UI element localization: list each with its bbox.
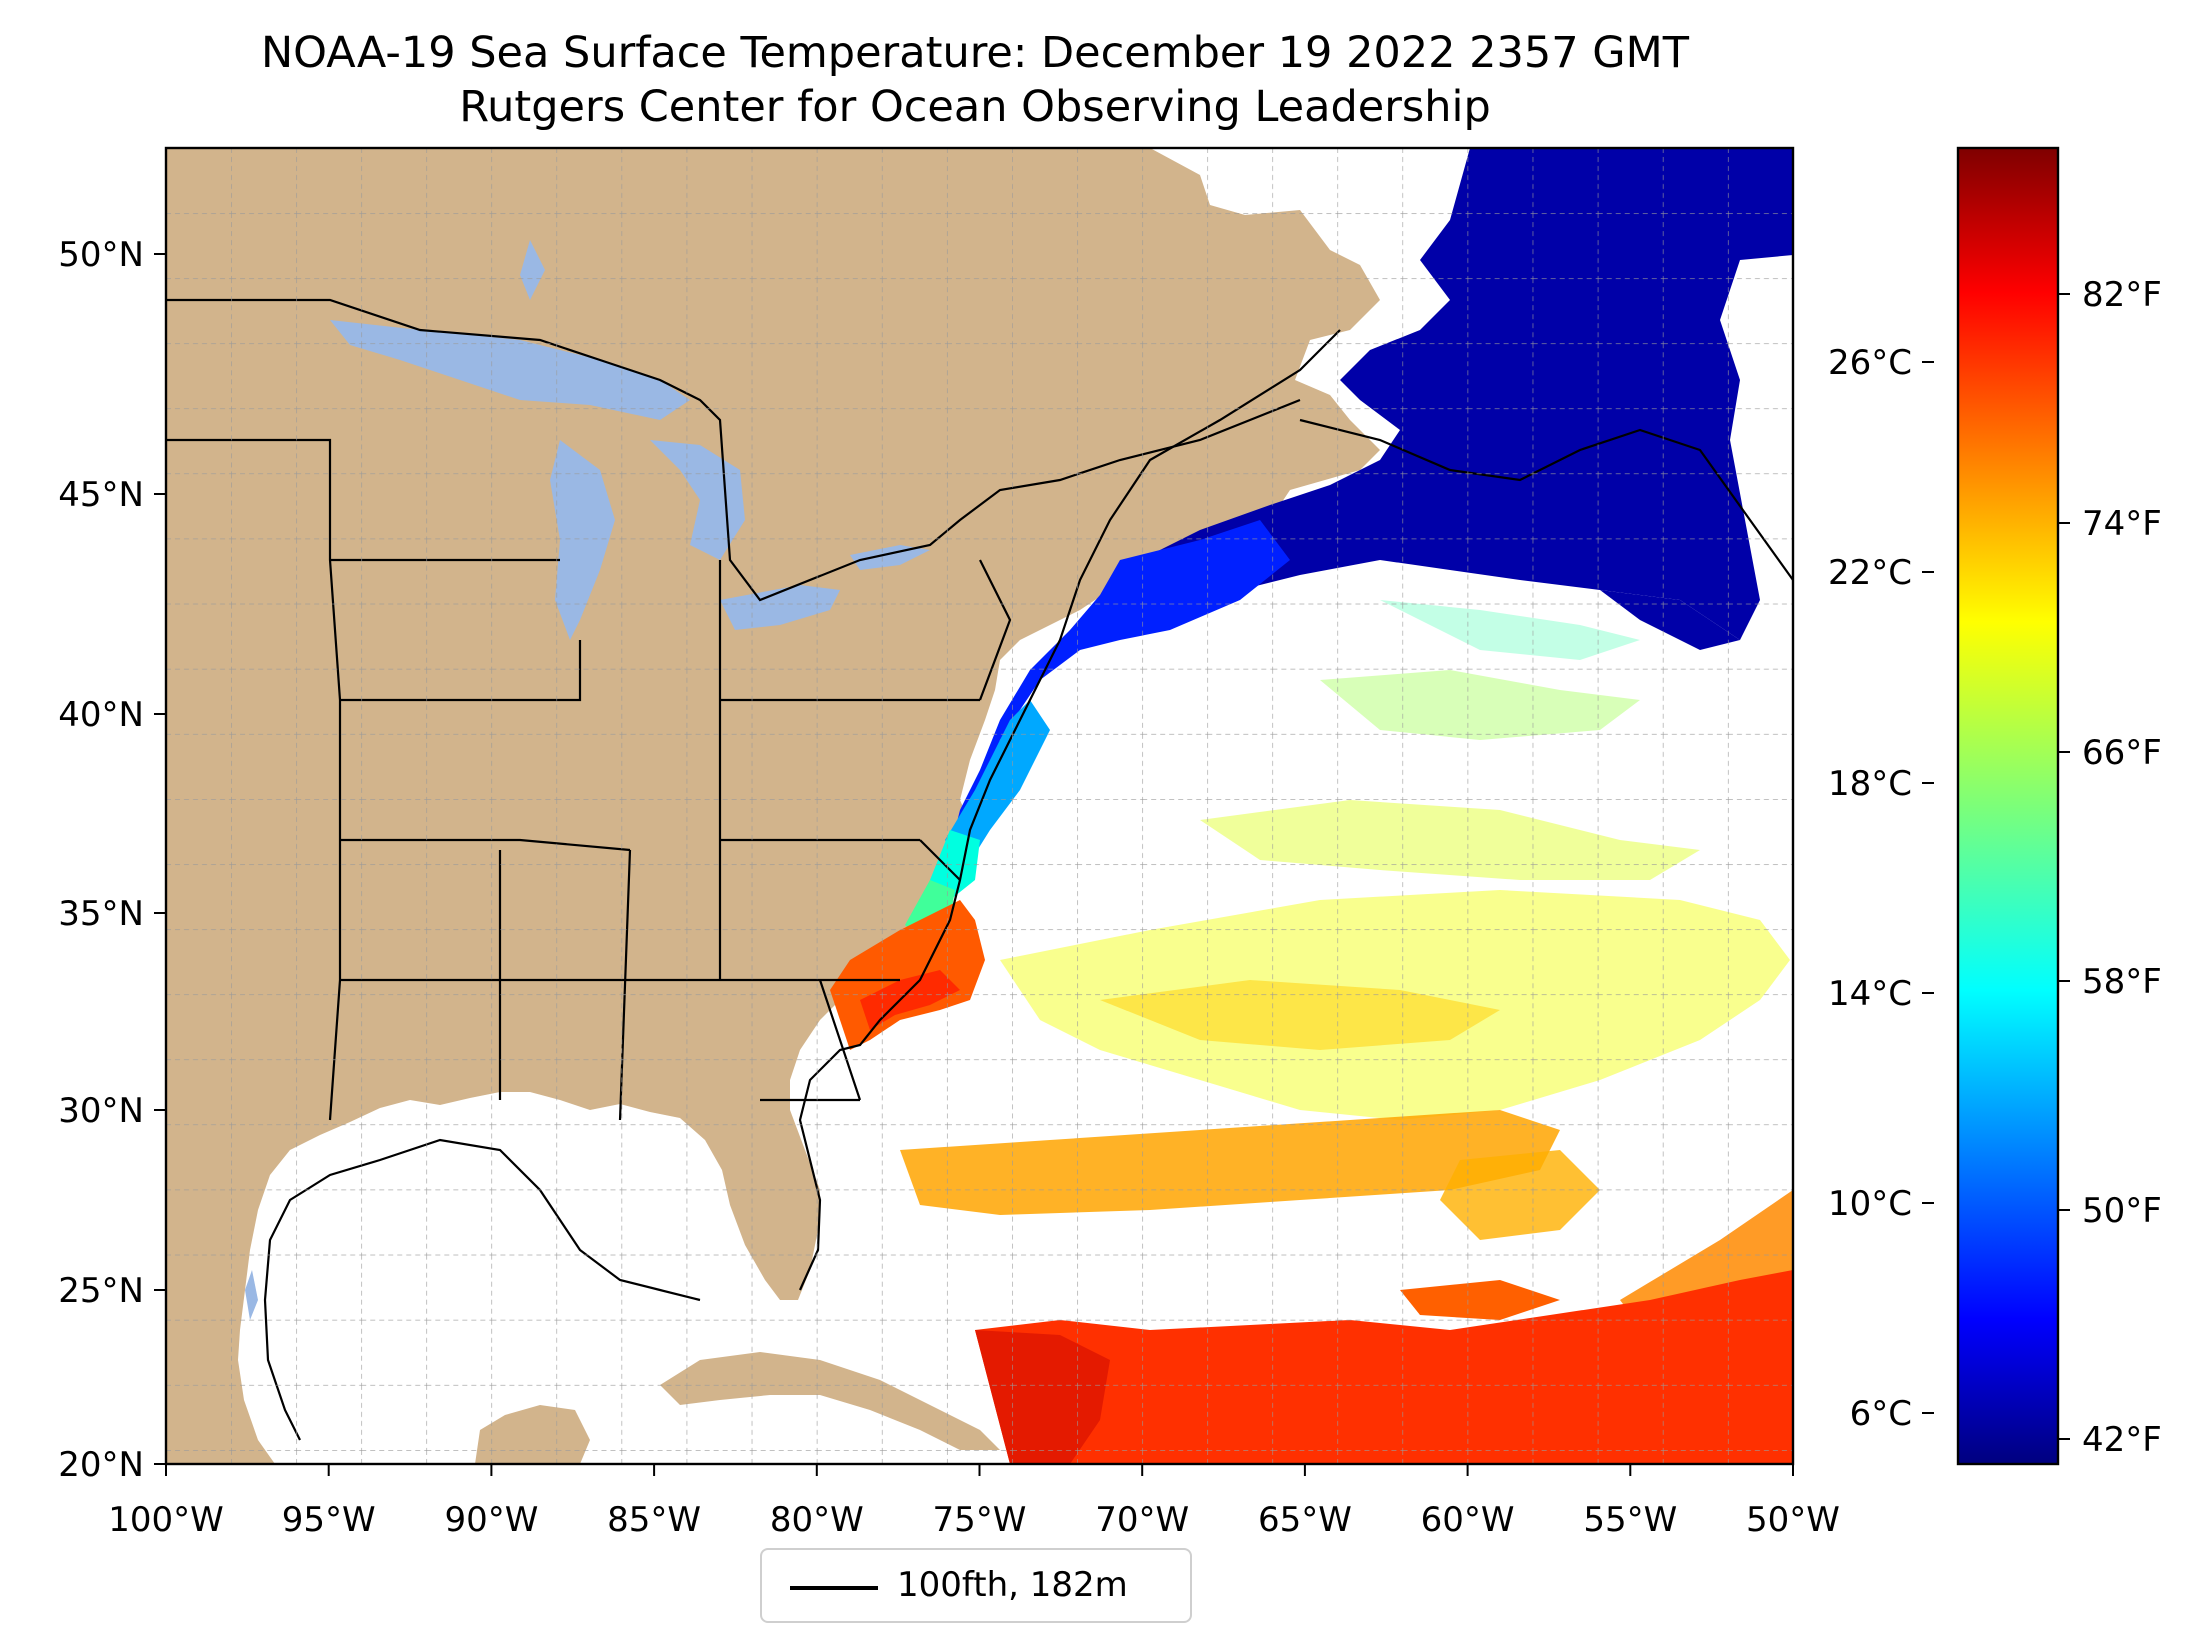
colorbar-f-label: 42°F bbox=[2082, 1420, 2162, 1460]
colorbar-f-labels: 42°F 50°F 58°F 66°F 74°F 82°F bbox=[2082, 275, 2162, 1460]
lon-label: 95°W bbox=[282, 1500, 376, 1540]
lon-label: 90°W bbox=[444, 1500, 538, 1540]
lat-label: 50°N bbox=[58, 235, 144, 275]
lat-label: 40°N bbox=[58, 695, 144, 735]
map-subtitle: Rutgers Center for Ocean Observing Leade… bbox=[459, 82, 1491, 132]
lon-label: 100°W bbox=[108, 1500, 224, 1540]
map-legend: 100fth, 182m bbox=[760, 1548, 1192, 1623]
colorbar-c-label: 18°C bbox=[1828, 764, 1912, 804]
colorbar-f-label: 50°F bbox=[2082, 1191, 2162, 1231]
lon-label: 55°W bbox=[1583, 1500, 1677, 1540]
lat-label: 30°N bbox=[58, 1091, 144, 1131]
colorbar-c-label: 14°C bbox=[1828, 974, 1912, 1014]
colorbar-c-label: 22°C bbox=[1828, 553, 1912, 593]
lat-label: 20°N bbox=[58, 1445, 144, 1485]
colorbar-c-label: 10°C bbox=[1828, 1184, 1912, 1224]
colorbar-f-label: 74°F bbox=[2082, 504, 2162, 544]
colorbar-c-label: 26°C bbox=[1828, 343, 1912, 383]
map-plot-area bbox=[166, 148, 1793, 1464]
colorbar-c-label: 6°C bbox=[1850, 1394, 1912, 1434]
lon-tick-labels: 100°W 95°W 90°W 85°W 80°W 75°W 70°W 65°W… bbox=[108, 1500, 1840, 1540]
lon-label: 70°W bbox=[1095, 1500, 1189, 1540]
lat-tick-labels: 20°N 25°N 30°N 35°N 40°N 45°N 50°N bbox=[58, 235, 144, 1485]
colorbar bbox=[1956, 146, 2060, 1466]
lat-label: 45°N bbox=[58, 475, 144, 515]
lon-label: 80°W bbox=[770, 1500, 864, 1540]
lon-label: 60°W bbox=[1421, 1500, 1515, 1540]
lon-label: 50°W bbox=[1746, 1500, 1840, 1540]
lon-tick-marks bbox=[165, 1464, 1794, 1476]
lon-label: 85°W bbox=[607, 1500, 701, 1540]
map-title: NOAA-19 Sea Surface Temperature: Decembe… bbox=[261, 28, 1689, 78]
lat-tick-marks bbox=[154, 253, 166, 1465]
colorbar-f-tick-marks bbox=[2058, 293, 2070, 1440]
colorbar-c-labels: 6°C 10°C 14°C 18°C 22°C 26°C bbox=[1828, 343, 1912, 1434]
lon-label: 65°W bbox=[1258, 1500, 1352, 1540]
colorbar-f-label: 82°F bbox=[2082, 275, 2162, 315]
map-gridlines bbox=[166, 148, 1793, 1464]
lat-label: 35°N bbox=[58, 894, 144, 934]
colorbar-c-tick-marks bbox=[1922, 361, 1934, 1414]
lon-label: 75°W bbox=[933, 1500, 1027, 1540]
lat-label: 25°N bbox=[58, 1271, 144, 1311]
legend-label: 100fth, 182m bbox=[897, 1565, 1128, 1605]
legend-isobath-line-icon bbox=[790, 1586, 878, 1590]
colorbar-f-label: 58°F bbox=[2082, 962, 2162, 1002]
colorbar-f-label: 66°F bbox=[2082, 733, 2162, 773]
